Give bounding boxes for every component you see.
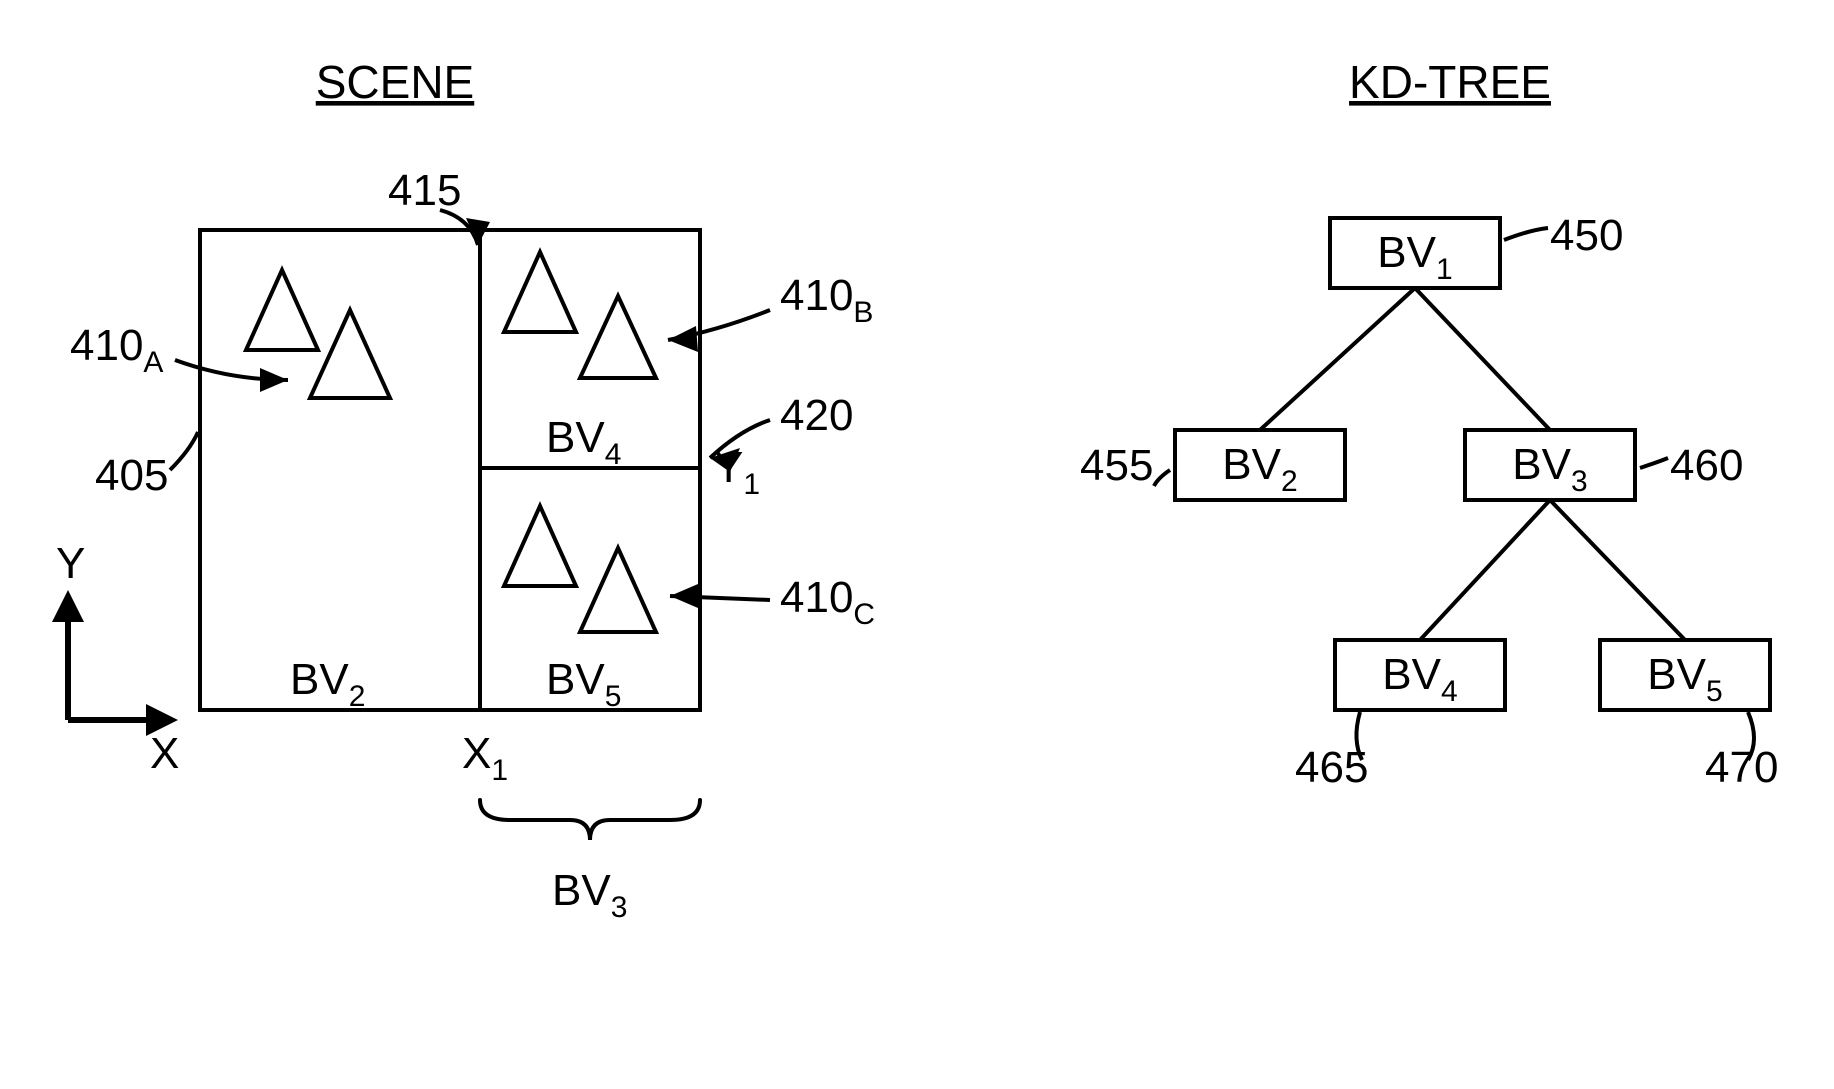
tree-edge <box>1420 500 1550 640</box>
axis: Y X <box>52 539 179 778</box>
svg-text:415: 415 <box>388 166 461 215</box>
tree-edge <box>1260 288 1415 430</box>
diagram-canvas: SCENE KD-TREE BV2 BV4 BV5 X1 Y1 <box>0 0 1834 1089</box>
svg-text:405: 405 <box>95 451 168 500</box>
svg-text:450: 450 <box>1550 211 1623 260</box>
callout-455: 455 <box>1080 441 1170 490</box>
svg-text:460: 460 <box>1670 441 1743 490</box>
svg-text:470: 470 <box>1705 743 1778 792</box>
triangles-410b <box>504 252 656 378</box>
svg-text:Y: Y <box>56 539 85 588</box>
svg-text:410A: 410A <box>70 321 163 379</box>
tree-edge <box>1415 288 1550 430</box>
callout-420: 420 <box>710 391 853 472</box>
svg-text:455: 455 <box>1080 441 1153 490</box>
svg-text:410C: 410C <box>780 573 875 631</box>
scene-bv4-label: BV4 <box>546 413 621 471</box>
svg-text:X: X <box>150 729 179 778</box>
kdtree-title: KD-TREE <box>1349 56 1551 108</box>
scene-bv2-label: BV2 <box>290 655 365 713</box>
scene-panel: BV2 BV4 BV5 X1 Y1 405 410A 415 410B <box>52 166 875 924</box>
scene-bv3-brace: BV3 <box>480 800 700 924</box>
kdtree-panel: BV1BV2BV3BV4BV5450455460465470 <box>1080 211 1778 792</box>
callout-465: 465 <box>1295 712 1368 792</box>
svg-text:465: 465 <box>1295 743 1368 792</box>
callout-460: 460 <box>1640 441 1743 490</box>
callout-405: 405 <box>95 432 198 500</box>
callout-450: 450 <box>1504 211 1623 260</box>
tree-edge <box>1550 500 1685 640</box>
scene-title: SCENE <box>316 56 474 108</box>
callout-470: 470 <box>1705 712 1778 792</box>
svg-text:420: 420 <box>780 391 853 440</box>
triangles-410c <box>504 506 656 632</box>
scene-x1-label: X1 <box>462 729 508 787</box>
callout-415: 415 <box>388 166 490 245</box>
scene-bv5-label: BV5 <box>546 655 621 713</box>
svg-text:BV3: BV3 <box>552 866 627 924</box>
svg-text:410B: 410B <box>780 271 873 329</box>
